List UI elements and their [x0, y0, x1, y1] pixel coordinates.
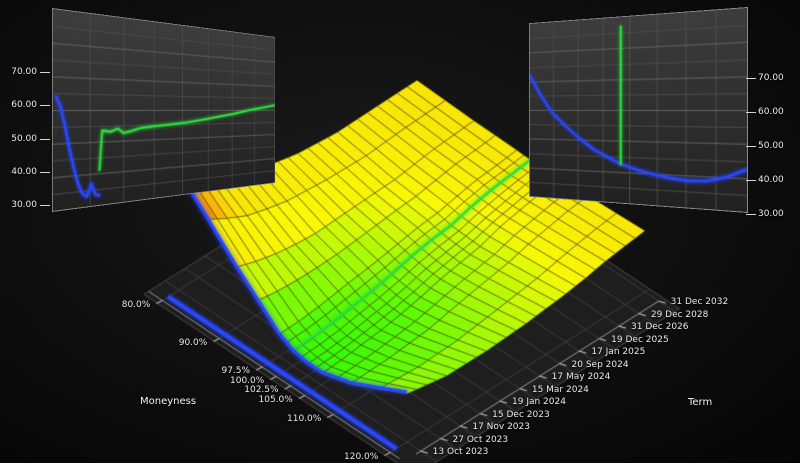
term-axis-title: Term [688, 397, 713, 408]
term-structure-panel [52, 8, 276, 212]
smile-panel [529, 7, 748, 213]
moneyness-axis-title: Moneyness [140, 396, 197, 407]
term-structure-slice-canvas [52, 8, 276, 212]
volatility-smile-canvas [529, 7, 748, 213]
